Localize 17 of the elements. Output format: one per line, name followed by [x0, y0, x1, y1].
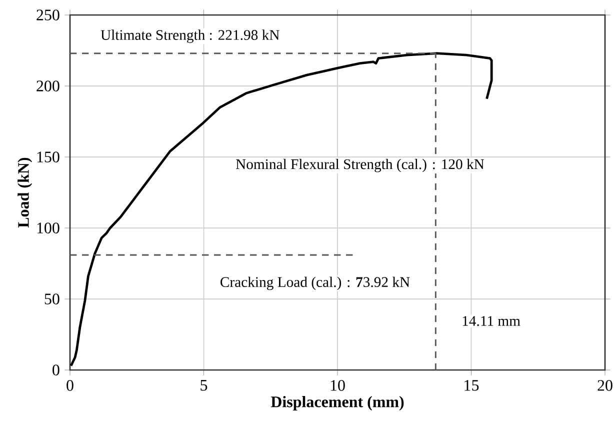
annotation: Cracking Load (cal.) : 73.92 kN — [220, 276, 410, 290]
annotation: Nominal Flexural Strength (cal.) : 120 kN — [236, 158, 484, 172]
y-tick-label: 150 — [37, 152, 60, 162]
annotation: Ultimate Strength : 221.98 kN — [100, 30, 280, 43]
y-tick-label: 0 — [52, 364, 60, 376]
annotation: 14.11 mm — [462, 316, 520, 326]
y-tick-label: 50 — [44, 294, 60, 304]
x-tick-label: 5 — [200, 380, 208, 391]
x-axis-title: Displacement (mm) — [270, 396, 404, 411]
x-tick-label: 10 — [330, 380, 345, 391]
y-tick-label: 200 — [36, 80, 60, 92]
x-tick-label: 0 — [66, 380, 74, 391]
y-axis-title: Load (kN) — [18, 158, 32, 228]
y-tick-label: 250 — [36, 10, 60, 20]
y-tick-label: 100 — [37, 222, 60, 234]
x-tick-label: 20 — [598, 380, 612, 391]
x-tick-label: 15 — [464, 380, 479, 391]
